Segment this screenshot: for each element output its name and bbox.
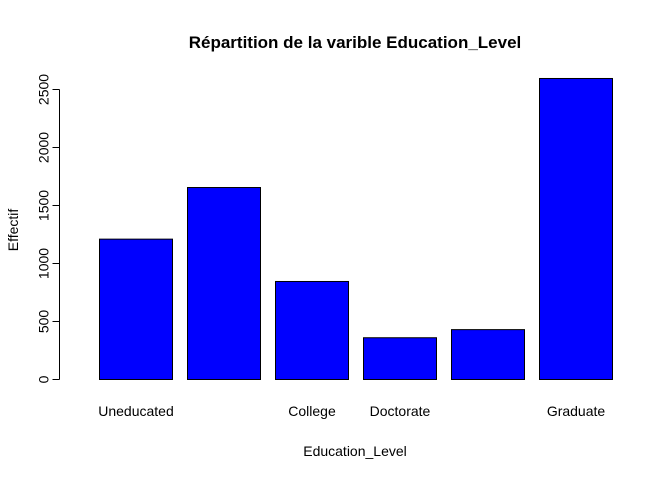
y-axis: 0 500 1000 1500 2000 2500 bbox=[36, 74, 60, 383]
category-labels: Uneducated College Doctorate Graduate bbox=[98, 403, 605, 419]
y-axis-label: Effectif bbox=[5, 209, 21, 252]
bar bbox=[99, 238, 173, 380]
bar bbox=[187, 187, 261, 380]
x-axis-label: Education_Level bbox=[303, 443, 407, 459]
bar bbox=[275, 280, 349, 381]
x-category-label: Uneducated bbox=[98, 403, 174, 419]
chart-title: Répartition de la varible Education_Leve… bbox=[189, 33, 522, 52]
bar bbox=[451, 329, 525, 380]
y-tick-label: 1000 bbox=[36, 248, 52, 279]
bars-group bbox=[99, 77, 613, 381]
x-category-label: Graduate bbox=[547, 403, 606, 419]
x-category-label: Doctorate bbox=[370, 403, 431, 419]
bar bbox=[363, 337, 437, 380]
y-tick-label: 2500 bbox=[36, 74, 52, 105]
y-tick-label: 2000 bbox=[36, 132, 52, 163]
x-category-label: College bbox=[288, 403, 336, 419]
y-tick-label: 0 bbox=[36, 375, 52, 383]
y-tick-label: 1500 bbox=[36, 190, 52, 221]
bar bbox=[539, 77, 613, 380]
y-tick-label: 500 bbox=[36, 310, 52, 334]
